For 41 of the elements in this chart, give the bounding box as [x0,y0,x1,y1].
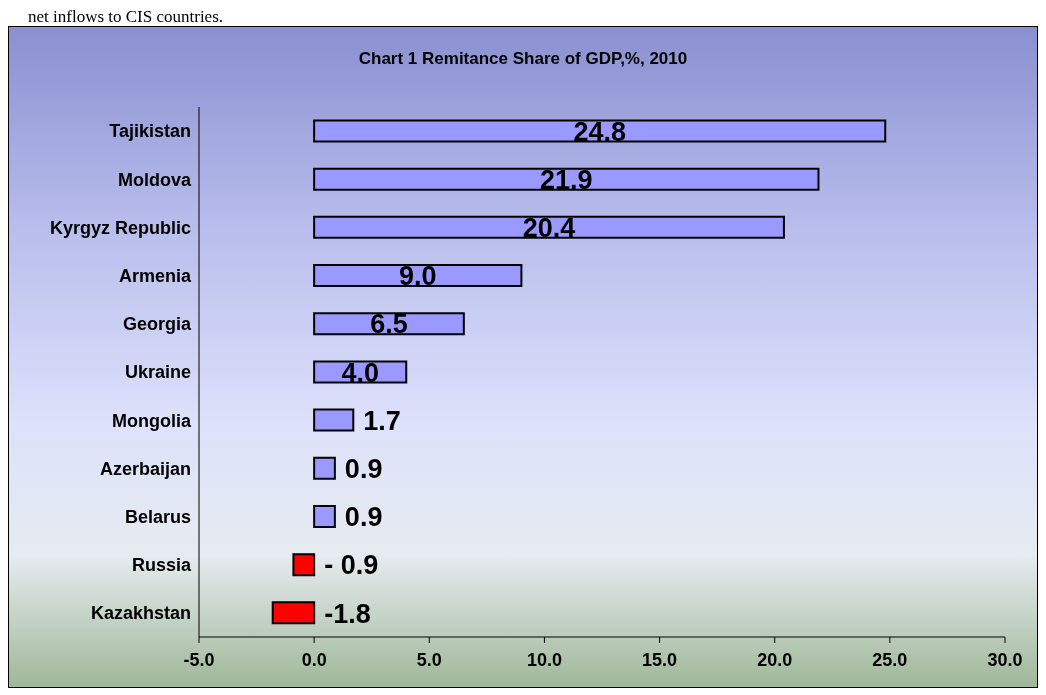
bar [313,408,355,432]
y-tick-label: Georgia [122,314,192,335]
x-tick-label: 20.0 [757,649,793,670]
bar [292,553,316,577]
data-label: 1.7 [363,405,401,436]
y-tick-label: Kazakhstan [90,603,191,624]
y-tick-label: Tajikistan [109,121,191,142]
y-tick-label: Kyrgyz Republic [49,217,191,238]
data-label: 20.4 [522,213,576,244]
data-label: - 0.9 [324,550,379,581]
data-label: 24.8 [573,116,626,147]
data-label: 0.9 [344,502,383,533]
bar [313,119,887,143]
y-tick-label: Belarus [124,506,191,527]
x-tick-label: 25.0 [872,649,908,670]
bar [313,264,523,288]
y-tick-label: Mongolia [112,410,192,431]
x-tick-label: 0.0 [301,649,327,670]
data-label: 6.5 [370,309,408,340]
y-tick-label: Azerbaijan [99,458,191,479]
x-tick-label: 30.0 [987,649,1023,670]
data-label: 4.0 [341,357,379,388]
data-label: 9.0 [399,261,437,292]
chart-title: Chart 1 Remitance Share of GDP,%, 2010 [357,48,689,70]
data-label: 21.9 [540,164,593,195]
bar [313,167,820,191]
y-tick-label: Ukraine [124,362,191,383]
bar [313,456,336,480]
y-tick-label: Armenia [118,266,192,287]
bar [313,504,336,528]
x-tick-label: 10.0 [526,649,562,670]
y-tick-label: Moldova [117,169,192,190]
x-tick-label: -5.0 [183,649,215,670]
data-label: 0.9 [344,453,383,484]
x-tick-label: 5.0 [416,649,442,670]
bar [271,601,316,625]
bar [313,215,785,239]
x-tick-label: 15.0 [642,649,678,670]
y-tick-label: Russia [131,555,192,576]
text: net inflows to CIS countries. [28,7,224,26]
data-label: -1.8 [324,598,371,629]
